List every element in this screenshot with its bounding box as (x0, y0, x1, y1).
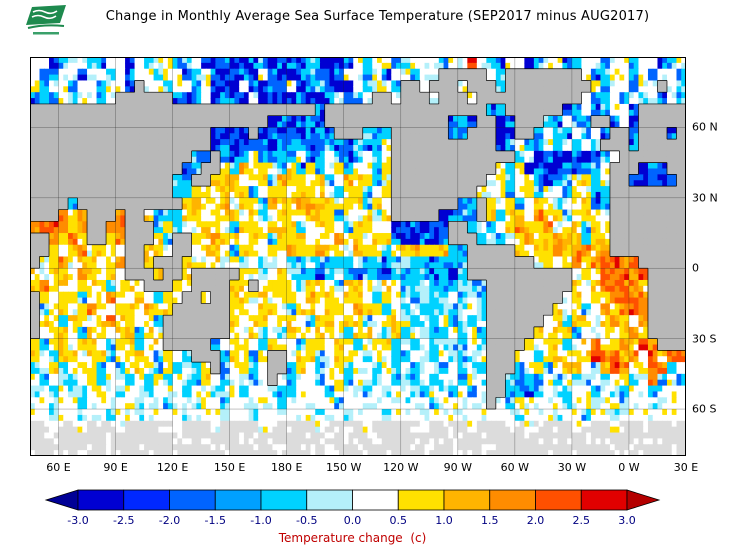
colorbar-segment (306, 489, 353, 511)
agency-logo (26, 5, 66, 35)
colorbar-tick-label: -1.0 (250, 514, 272, 527)
colorbar-segment (260, 489, 308, 511)
lon-axis-label: 120 E (156, 461, 189, 474)
colorbar-arrow-left (44, 489, 79, 511)
lat-axis-label: 60 N (692, 120, 718, 134)
logo-wave-2 (31, 14, 57, 20)
lat-axis-label: 30 N (692, 191, 718, 205)
colorbar-segment (397, 489, 445, 511)
colorbar-tick-label: 3.0 (618, 514, 636, 527)
logo-swoosh (27, 24, 65, 29)
colorbar-segment (169, 489, 216, 511)
colorbar-tick-label: 1.0 (435, 514, 453, 527)
colorbar-segment (580, 489, 628, 511)
chart-title: Change in Monthly Average Sea Surface Te… (105, 9, 650, 24)
lat-axis-label: 60 S (692, 402, 717, 416)
lon-axis-label: 90 W (443, 461, 472, 474)
colorbar-tick-label: -0.5 (296, 514, 318, 527)
lon-axis-label: 180 E (270, 461, 303, 474)
lon-axis-label: 30 E (673, 461, 699, 474)
logo-wave-1 (32, 9, 58, 15)
lon-axis-label: 150 E (213, 461, 246, 474)
colorbar-segment (214, 489, 262, 511)
colorbar-tick-label: 1.5 (481, 514, 499, 527)
colorbar-caption: Temperature change (c) (278, 531, 427, 545)
map (30, 57, 686, 456)
colorbar-tick-label: 0.5 (389, 514, 408, 527)
lon-axis-label: 30 W (557, 461, 587, 474)
lon-axis-label: 0 W (618, 461, 640, 474)
colorbar-tick-label: -3.0 (67, 514, 89, 527)
colorbar-segment (77, 489, 125, 511)
colorbar-tick-label: -2.5 (113, 514, 135, 527)
colorbar-arrow-right (626, 489, 661, 511)
logo-caption-mark (33, 32, 59, 35)
colorbar (44, 489, 661, 511)
map-canvas (30, 57, 686, 456)
colorbar-tick-label: -1.5 (204, 514, 226, 527)
lon-axis-label: 60 E (46, 461, 71, 474)
logo-flag (26, 5, 66, 25)
colorbar-segment (123, 489, 170, 511)
colorbar-tick-label: 2.5 (572, 514, 591, 527)
colorbar-segment (535, 489, 582, 511)
colorbar-tick-label: -2.0 (158, 514, 181, 527)
lon-axis-label: 120 W (383, 461, 419, 474)
colorbar-segment (489, 489, 536, 511)
lon-axis-label: 60 W (500, 461, 530, 474)
lon-axis-label: 90 E (103, 461, 128, 474)
lat-axis-label: 0 (692, 261, 699, 275)
lon-axis-label: 150 W (326, 461, 362, 474)
colorbar-segment (443, 489, 491, 511)
colorbar-tick-label: 0.0 (343, 514, 362, 527)
colorbar-tick-label: 2.0 (526, 514, 545, 527)
lat-axis-label: 30 S (692, 332, 717, 346)
colorbar-segment (352, 489, 399, 511)
